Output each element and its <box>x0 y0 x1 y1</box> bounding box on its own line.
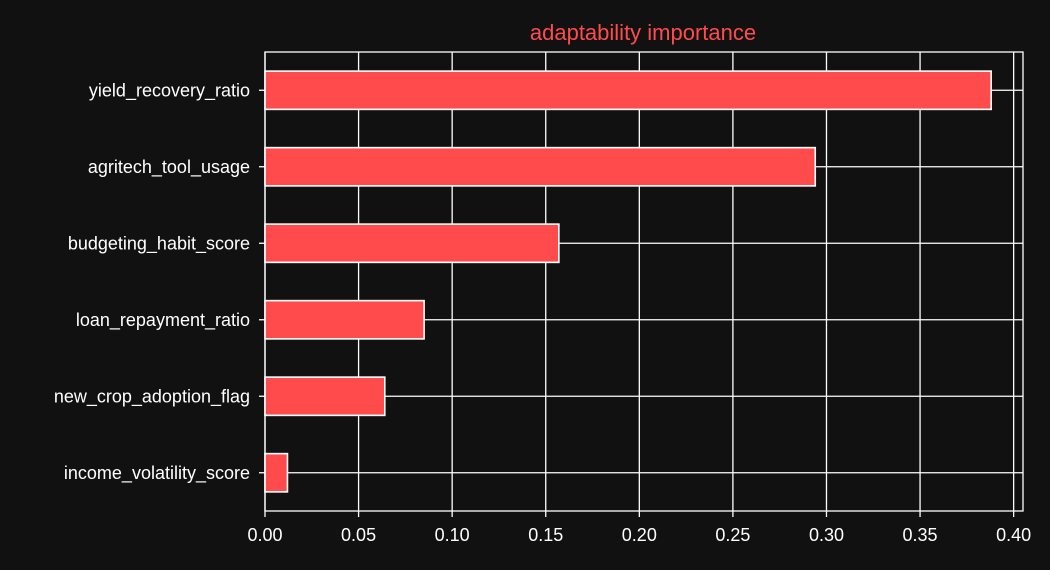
y-tick-label: new_crop_adoption_flag <box>54 386 250 407</box>
x-tick-label: 0.10 <box>435 525 470 545</box>
y-tick-label: budgeting_habit_score <box>68 233 250 254</box>
x-tick-label: 0.05 <box>341 525 376 545</box>
x-tick-label: 0.25 <box>715 525 750 545</box>
x-tick-label: 0.30 <box>809 525 844 545</box>
x-tick-label: 0.35 <box>903 525 938 545</box>
bar-yield-recovery-ratio <box>264 70 992 111</box>
y-tick-label: loan_repayment_ratio <box>76 310 250 331</box>
bar-budgeting-habit-score <box>264 223 560 264</box>
bar-agritech-tool-usage <box>264 146 817 187</box>
grid-lines <box>264 52 1023 511</box>
plot-frame <box>264 51 1024 512</box>
axes <box>259 51 1024 517</box>
x-tick-label: 0.15 <box>528 525 563 545</box>
bar-income-volatility-score <box>264 452 289 493</box>
x-tick-label: 0.40 <box>996 525 1031 545</box>
chart-title: adaptability importance <box>530 20 756 45</box>
y-tick-label: income_volatility_score <box>64 463 250 484</box>
y-tick-label: yield_recovery_ratio <box>89 80 250 101</box>
y-tick-label: agritech_tool_usage <box>88 157 250 178</box>
x-tick-label: 0.00 <box>247 525 282 545</box>
x-tick-label: 0.20 <box>622 525 657 545</box>
bar-new-crop-adoption-flag <box>264 376 386 417</box>
bar-loan-repayment-ratio <box>264 299 425 340</box>
tick-labels: 0.00 0.05 0.10 0.15 0.20 0.25 0.30 0.35 0.40 inco… <box>54 80 1031 545</box>
bars <box>264 70 992 493</box>
